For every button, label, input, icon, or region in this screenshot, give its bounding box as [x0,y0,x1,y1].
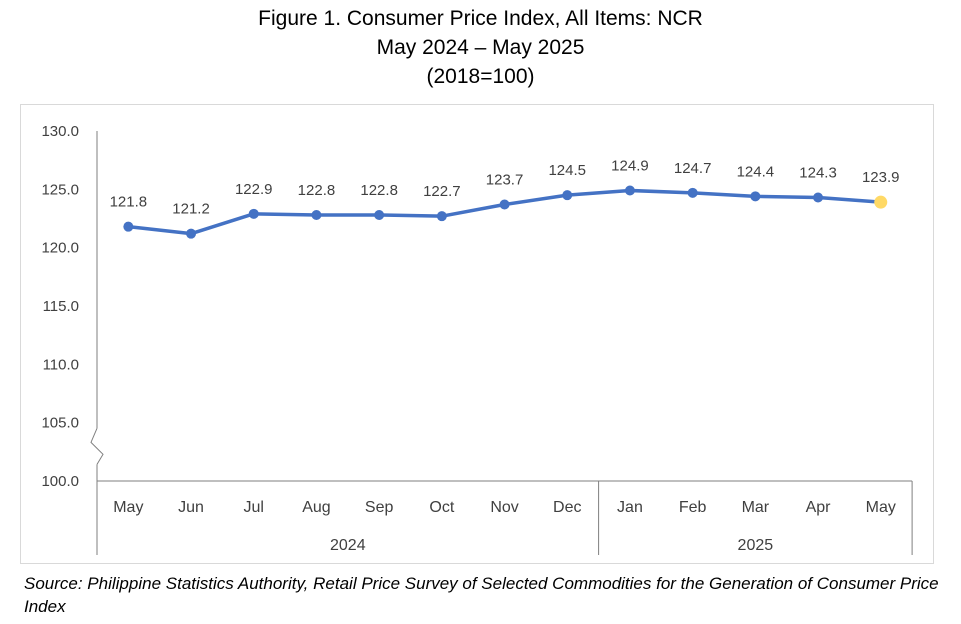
x-tick-label: Aug [302,499,330,516]
data-point [624,185,635,196]
data-label: 122.9 [235,181,273,198]
data-point [687,187,698,198]
data-point [813,192,824,203]
x-tick-label: Jun [178,499,204,516]
data-label: 124.5 [548,162,586,179]
data-label: 123.7 [486,172,524,189]
x-tick-label: Jul [244,499,264,516]
chart-subtitle-period: May 2024 – May 2025 [376,36,585,59]
x-tick-label: May [866,499,896,516]
y-tick-label: 130.0 [41,123,79,140]
data-label: 124.7 [674,160,712,177]
data-point [186,228,197,239]
data-label: 122.8 [298,182,336,199]
chart-title-block: Figure 1. Consumer Price Index, All Item… [0,4,961,91]
chart-title: Figure 1. Consumer Price Index, All Item… [258,7,703,30]
y-tick-label: 115.0 [43,298,79,315]
x-tick-label: Jan [617,499,643,516]
x-tick-label: May [113,499,143,516]
data-label: 122.8 [360,182,398,199]
x-tick-label: Feb [679,499,707,516]
x-tick-label: Oct [429,499,454,516]
data-point [123,221,134,232]
chart-subtitle-base: (2018=100) [426,65,535,88]
x-group-label: 2024 [330,537,366,554]
data-label: 121.8 [110,194,148,211]
y-axis-break [90,428,104,465]
data-point [499,199,510,210]
x-group-label: 2025 [738,537,774,554]
y-tick-label: 110.0 [43,356,79,373]
line-chart: 130.0 125.0 120.0 115.0 110.0 105.0 100.0 May Ju… [41,123,913,555]
data-label: 121.2 [172,201,210,218]
chart-area: 130.0 125.0 120.0 115.0 110.0 105.0 100.0 May Ju… [20,104,934,564]
data-point [562,190,573,201]
data-label: 123.9 [862,169,900,186]
source-note: Source: Philippine Statistics Authority,… [24,574,939,616]
data-point [311,210,322,220]
data-label: 124.4 [737,163,775,180]
data-point [374,210,385,220]
x-tick-label: Sep [365,499,394,516]
x-tick-label: Mar [742,499,770,516]
y-tick-label: 120.0 [41,240,79,257]
y-tick-label: 125.0 [41,181,79,198]
data-point [248,208,259,219]
x-tick-label: Dec [553,499,581,516]
data-label: 124.3 [799,165,837,182]
y-tick-label: 100.0 [41,473,79,490]
data-point [750,191,761,202]
data-label: 124.9 [611,158,649,175]
x-tick-label: Apr [806,499,832,516]
y-tick-label: 105.0 [41,415,79,432]
x-tick-label: Nov [490,499,518,516]
highlight-data-point [874,195,888,209]
data-point [436,211,447,222]
data-label: 122.7 [423,183,461,200]
